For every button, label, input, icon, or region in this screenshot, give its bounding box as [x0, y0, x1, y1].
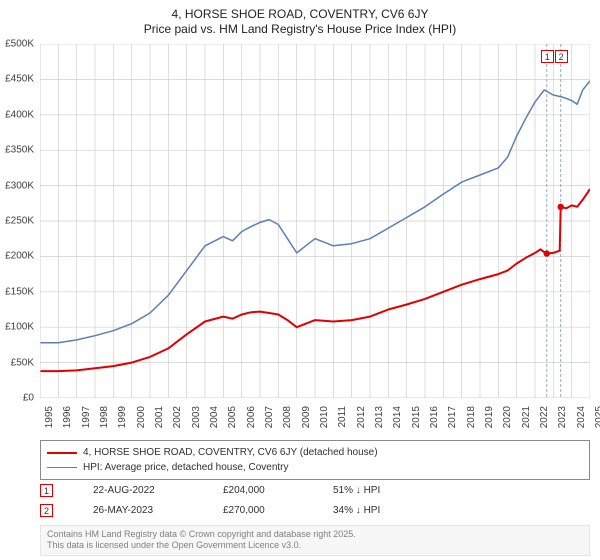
y-tick-label: £50K — [0, 357, 34, 368]
chart-svg — [40, 44, 590, 398]
x-tick-label: 2011 — [337, 406, 348, 436]
y-tick-label: £350K — [0, 145, 34, 156]
x-tick-label: 2004 — [209, 406, 220, 436]
marker-badge-1: 1 — [40, 484, 53, 497]
x-tick-label: 2025 — [594, 406, 600, 436]
footer-line2: This data is licensed under the Open Gov… — [47, 540, 583, 552]
x-tick-label: 2003 — [191, 406, 202, 436]
marker-price-2: £270,000 — [223, 505, 293, 516]
x-tick-label: 2000 — [136, 406, 147, 436]
chart-title-line1: 4, HORSE SHOE ROAD, COVENTRY, CV6 6JY — [0, 0, 600, 22]
x-tick-label: 1999 — [117, 406, 128, 436]
x-tick-label: 2008 — [282, 406, 293, 436]
legend-label-property: 4, HORSE SHOE ROAD, COVENTRY, CV6 6JY (d… — [83, 447, 378, 458]
footer-attribution: Contains HM Land Registry data © Crown c… — [40, 525, 590, 556]
x-tick-label: 2018 — [466, 406, 477, 436]
legend-row-property: 4, HORSE SHOE ROAD, COVENTRY, CV6 6JY (d… — [47, 445, 583, 460]
y-tick-label: £200K — [0, 251, 34, 262]
marker-row-2: 2 26-MAY-2023 £270,000 34% ↓ HPI — [40, 504, 380, 517]
x-tick-label: 2022 — [539, 406, 550, 436]
x-tick-label: 2015 — [411, 406, 422, 436]
legend-box: 4, HORSE SHOE ROAD, COVENTRY, CV6 6JY (d… — [40, 440, 590, 480]
y-tick-label: £300K — [0, 180, 34, 191]
x-tick-label: 1995 — [44, 406, 55, 436]
chart-plot-area — [40, 44, 590, 398]
x-tick-label: 2020 — [502, 406, 513, 436]
marker-price-1: £204,000 — [223, 485, 293, 496]
x-tick-label: 2013 — [374, 406, 385, 436]
marker-delta-1: 51% ↓ HPI — [333, 485, 380, 496]
chart-marker-badge: 1 — [541, 50, 554, 63]
x-tick-label: 2016 — [429, 406, 440, 436]
marker-badge-2: 2 — [40, 504, 53, 517]
x-tick-label: 2006 — [246, 406, 257, 436]
chart-marker-badge: 2 — [555, 50, 568, 63]
x-tick-label: 2021 — [521, 406, 532, 436]
x-tick-label: 2012 — [356, 406, 367, 436]
legend-label-hpi: HPI: Average price, detached house, Cove… — [83, 462, 289, 473]
x-tick-label: 2024 — [576, 406, 587, 436]
y-tick-label: £100K — [0, 322, 34, 333]
marker-date-1: 22-AUG-2022 — [93, 485, 183, 496]
x-tick-label: 2007 — [264, 406, 275, 436]
y-tick-label: £150K — [0, 286, 34, 297]
x-tick-label: 2009 — [301, 406, 312, 436]
x-tick-label: 1997 — [81, 406, 92, 436]
chart-title-line2: Price paid vs. HM Land Registry's House … — [0, 22, 600, 40]
legend-row-hpi: HPI: Average price, detached house, Cove… — [47, 460, 583, 475]
y-tick-label: £250K — [0, 216, 34, 227]
legend-line-hpi — [47, 467, 77, 468]
x-tick-label: 2010 — [319, 406, 330, 436]
legend-line-property — [47, 452, 77, 454]
x-tick-label: 1998 — [99, 406, 110, 436]
marker-delta-2: 34% ↓ HPI — [333, 505, 380, 516]
y-tick-label: £0 — [0, 393, 34, 404]
footer-line1: Contains HM Land Registry data © Crown c… — [47, 529, 583, 541]
x-tick-label: 2001 — [154, 406, 165, 436]
x-tick-label: 1996 — [62, 406, 73, 436]
x-tick-label: 2017 — [447, 406, 458, 436]
marker-row-1: 1 22-AUG-2022 £204,000 51% ↓ HPI — [40, 484, 380, 497]
y-tick-label: £400K — [0, 109, 34, 120]
x-tick-label: 2002 — [172, 406, 183, 436]
x-tick-label: 2019 — [484, 406, 495, 436]
x-tick-label: 2005 — [227, 406, 238, 436]
x-tick-label: 2014 — [392, 406, 403, 436]
y-tick-label: £500K — [0, 39, 34, 50]
chart-container: 4, HORSE SHOE ROAD, COVENTRY, CV6 6JY Pr… — [0, 0, 600, 560]
y-tick-label: £450K — [0, 74, 34, 85]
x-tick-label: 2023 — [557, 406, 568, 436]
marker-date-2: 26-MAY-2023 — [93, 505, 183, 516]
